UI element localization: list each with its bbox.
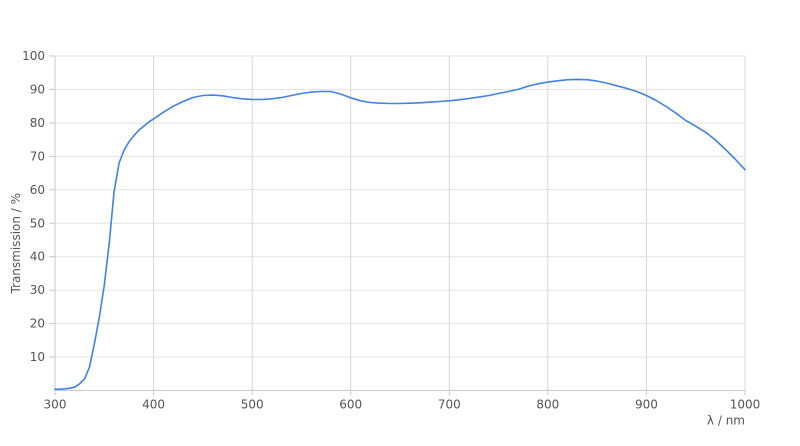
y-tick-label: 40 [30, 250, 45, 264]
x-tick-label: 500 [241, 398, 264, 412]
y-tick-label: 80 [30, 116, 45, 130]
y-tick-label: 50 [30, 216, 45, 230]
y-tick-label: 20 [30, 317, 45, 331]
y-tick-label: 10 [30, 350, 45, 364]
y-tick-label: 60 [30, 183, 45, 197]
x-axis-title: λ / nm [707, 414, 745, 428]
x-tick-label: 400 [142, 398, 165, 412]
x-tick-label: 700 [438, 398, 461, 412]
x-tick-label: 900 [635, 398, 658, 412]
x-tick-label: 600 [339, 398, 362, 412]
y-tick-label: 90 [30, 82, 45, 96]
y-tick-label: 30 [30, 283, 45, 297]
y-axis-title: Transmission / % [9, 193, 23, 295]
y-tick-label: 70 [30, 149, 45, 163]
x-tick-label: 300 [44, 398, 67, 412]
x-tick-label: 800 [536, 398, 559, 412]
y-tick-label: 100 [22, 49, 45, 63]
transmission-curve [54, 78, 746, 390]
x-tick-label: 1000 [730, 398, 761, 412]
